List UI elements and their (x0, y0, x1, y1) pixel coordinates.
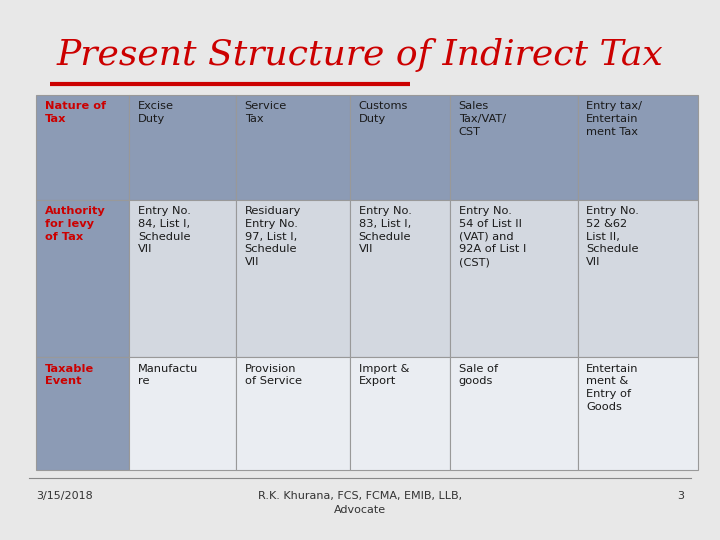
Text: 3: 3 (677, 491, 684, 502)
Text: Provision
of Service: Provision of Service (245, 364, 302, 387)
Text: Customs
Duty: Customs Duty (359, 101, 408, 124)
Text: Entertain
ment &
Entry of
Goods: Entertain ment & Entry of Goods (586, 364, 639, 412)
FancyBboxPatch shape (450, 94, 577, 200)
FancyBboxPatch shape (236, 357, 350, 470)
Text: Residuary
Entry No.
97, List I,
Schedule
VII: Residuary Entry No. 97, List I, Schedule… (245, 206, 301, 267)
FancyBboxPatch shape (450, 200, 577, 357)
FancyBboxPatch shape (350, 94, 450, 200)
FancyBboxPatch shape (236, 200, 350, 357)
Text: Entry No.
84, List I,
Schedule
VII: Entry No. 84, List I, Schedule VII (138, 206, 191, 254)
Text: Excise
Duty: Excise Duty (138, 101, 174, 124)
Text: Authority
for levy
of Tax: Authority for levy of Tax (45, 206, 105, 242)
Text: Present Structure of Indirect Tax: Present Structure of Indirect Tax (57, 38, 663, 72)
Text: Entry No.
54 of List II
(VAT) and
92A of List I
(CST): Entry No. 54 of List II (VAT) and 92A of… (459, 206, 526, 267)
FancyBboxPatch shape (36, 94, 129, 200)
FancyBboxPatch shape (577, 200, 698, 357)
FancyBboxPatch shape (236, 94, 350, 200)
FancyBboxPatch shape (350, 357, 450, 470)
Text: Entry tax/
Entertain
ment Tax: Entry tax/ Entertain ment Tax (586, 101, 642, 137)
FancyBboxPatch shape (129, 94, 236, 200)
Text: Sale of
goods: Sale of goods (459, 364, 498, 387)
Text: R.K. Khurana, FCS, FCMA, EMIB, LLB,
Advocate: R.K. Khurana, FCS, FCMA, EMIB, LLB, Advo… (258, 491, 462, 515)
FancyBboxPatch shape (577, 94, 698, 200)
FancyBboxPatch shape (350, 200, 450, 357)
Text: Entry No.
83, List I,
Schedule
VII: Entry No. 83, List I, Schedule VII (359, 206, 411, 254)
FancyBboxPatch shape (450, 357, 577, 470)
Text: Import &
Export: Import & Export (359, 364, 409, 387)
Text: Manufactu
re: Manufactu re (138, 364, 198, 387)
Text: Nature of
Tax: Nature of Tax (45, 101, 106, 124)
FancyBboxPatch shape (36, 357, 129, 470)
FancyBboxPatch shape (129, 357, 236, 470)
Text: 3/15/2018: 3/15/2018 (36, 491, 93, 502)
FancyBboxPatch shape (129, 200, 236, 357)
Text: Service
Tax: Service Tax (245, 101, 287, 124)
Text: Sales
Tax/VAT/
CST: Sales Tax/VAT/ CST (459, 101, 505, 137)
FancyBboxPatch shape (36, 200, 129, 357)
FancyBboxPatch shape (577, 357, 698, 470)
Text: Taxable
Event: Taxable Event (45, 364, 94, 387)
Text: Entry No.
52 &62
List II,
Schedule
VII: Entry No. 52 &62 List II, Schedule VII (586, 206, 639, 267)
